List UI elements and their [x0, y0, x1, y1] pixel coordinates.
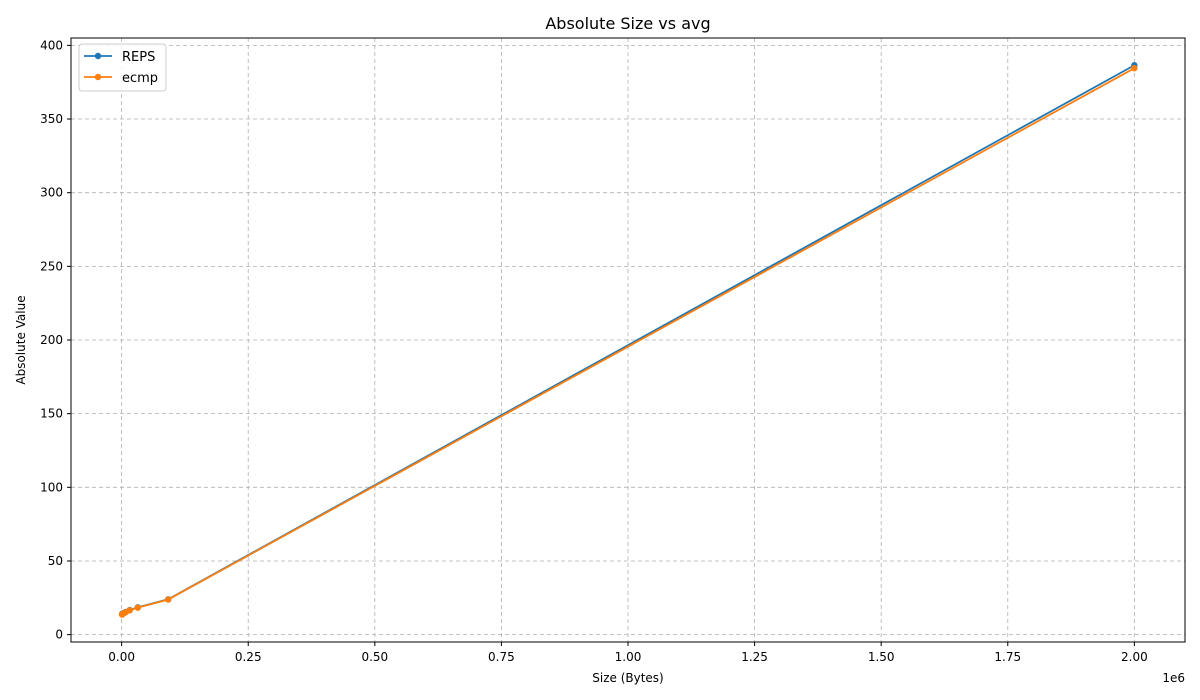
- x-tick-label: 0.75: [488, 650, 515, 664]
- legend-entry-reps: REPS: [122, 50, 155, 65]
- y-tick-label: 50: [48, 554, 63, 568]
- y-tick-label: 100: [40, 480, 63, 494]
- axes: 0.00 0.25 0.50 0.75 1.00 1.25 1.50 1.75 2.00 0 50 1…: [40, 37, 1186, 664]
- y-tick-label: 300: [40, 186, 63, 200]
- x-tick-label: 1.25: [741, 650, 768, 664]
- legend-swatch-marker: [94, 52, 102, 60]
- legend: REPS ecmp: [78, 43, 167, 92]
- y-tick-label: 150: [40, 407, 63, 421]
- y-tick-label: 250: [40, 259, 63, 273]
- x-tick-label: 1.75: [994, 650, 1021, 664]
- x-axis-offset-label: 1e6: [1162, 671, 1185, 685]
- data-point-ecmp: [134, 604, 142, 611]
- x-tick-label: 1.00: [615, 650, 642, 664]
- y-tick-label: 400: [40, 38, 63, 52]
- series-group: [118, 62, 1138, 618]
- x-tick-label: 0.00: [108, 650, 135, 664]
- x-tick-label: 2.00: [1121, 650, 1148, 664]
- labels: Absolute Size vs avg Size (Bytes) Absolu…: [14, 14, 1185, 685]
- grid: [71, 38, 1185, 642]
- y-tick-label: 200: [40, 333, 63, 347]
- y-tick-label: 0: [55, 628, 63, 642]
- legend-entry-ecmp: ecmp: [122, 71, 158, 86]
- x-tick-label: 0.25: [235, 650, 262, 664]
- data-point-ecmp: [1131, 65, 1138, 72]
- x-tick-label: 0.50: [361, 650, 388, 664]
- x-axis-label: Size (Bytes): [592, 671, 663, 685]
- x-tick-label: 1.50: [868, 650, 895, 664]
- y-axis-label: Absolute Value: [14, 295, 28, 384]
- chart-title: Absolute Size vs avg: [545, 14, 710, 33]
- data-point-ecmp: [165, 596, 172, 603]
- y-tick-label: 350: [40, 112, 63, 126]
- data-point-ecmp: [126, 607, 133, 614]
- legend-swatch-marker: [94, 73, 102, 81]
